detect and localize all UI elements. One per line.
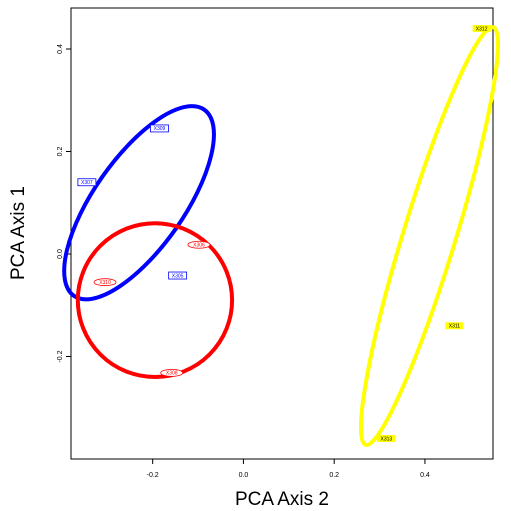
data-point: X309	[150, 124, 169, 133]
x-axis-ticks: -0.2 0.0 0.2 0.4	[147, 459, 430, 479]
y-tick-label: 0.0	[57, 249, 64, 259]
point-label-text: X312	[476, 26, 488, 32]
group-ellipses	[62, 25, 501, 447]
point-label-text: X308	[166, 371, 178, 377]
y-tick-label: 0.2	[57, 147, 64, 157]
data-point: X305	[168, 271, 188, 280]
x-axis-title: PCA Axis 2	[235, 489, 329, 510]
point-label-box	[150, 124, 169, 133]
data-point: X307	[77, 178, 97, 187]
point-label-text: X310	[99, 280, 111, 286]
point-label-oval	[93, 278, 117, 287]
point-label-fill	[445, 322, 464, 330]
data-point: X313	[377, 435, 396, 442]
point-label-text: X305	[172, 273, 184, 279]
x-tick-label: -0.2	[147, 472, 159, 479]
x-tick-label: 0.2	[329, 472, 339, 479]
group-ellipse	[358, 25, 501, 447]
data-point: X308	[160, 368, 184, 377]
data-point: X310	[93, 278, 117, 287]
point-label-fill	[377, 435, 396, 442]
point-label-text: X306	[193, 243, 205, 249]
point-label-text: X307	[81, 180, 93, 186]
point-label-oval	[187, 240, 211, 249]
group-ellipse	[75, 221, 235, 379]
x-tick-label: 0.4	[420, 472, 430, 479]
plot-frame	[70, 7, 494, 460]
data-point: X312	[472, 25, 491, 32]
x-tick-label: 0.0	[239, 472, 249, 479]
y-tick-label: -0.2	[57, 350, 64, 362]
data-point: X306	[187, 240, 211, 249]
point-label-text: X313	[381, 436, 393, 442]
point-label-box	[77, 178, 97, 187]
point-label-text: X309	[154, 126, 166, 132]
point-label-box	[168, 271, 188, 280]
point-labels: X309 X307 X305 X306 X310 X308 X312 X311 X313	[77, 25, 491, 442]
data-point: X311	[445, 322, 464, 330]
y-axis-title: PCA Axis 1	[8, 186, 29, 280]
group-ellipse	[62, 104, 216, 302]
y-tick-label: 0.4	[57, 44, 64, 54]
point-label-text: X311	[449, 324, 461, 330]
point-label-oval	[160, 368, 184, 377]
y-axis-ticks: -0.2 0.0 0.2 0.4	[57, 44, 71, 363]
point-label-fill	[472, 25, 491, 32]
